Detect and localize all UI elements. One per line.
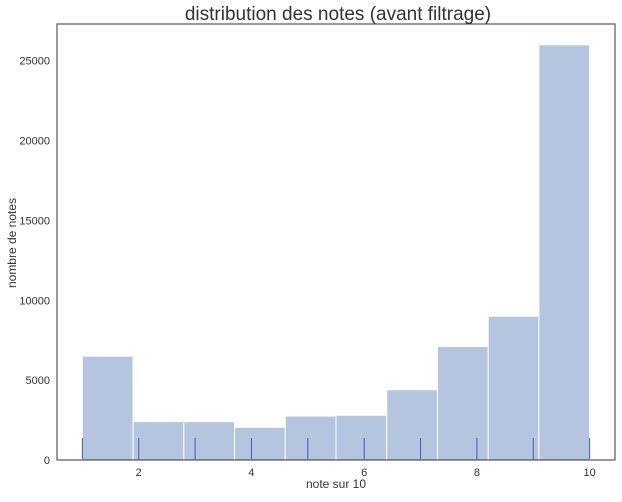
x-tick-label: 6 — [361, 467, 367, 479]
x-ticks-group: 2 4 6 8 10 — [136, 467, 596, 479]
rug-group — [81, 438, 591, 459]
histogram-bar — [132, 421, 185, 461]
histogram-bar — [538, 44, 591, 461]
bars-group — [81, 44, 591, 461]
y-tick-label: 5000 — [26, 375, 50, 387]
histogram-bar — [284, 415, 337, 461]
histogram-bar — [81, 355, 134, 461]
histogram-bar — [386, 389, 438, 461]
histogram-bar — [183, 421, 236, 461]
y-axis-label: nombre de notes — [5, 198, 19, 288]
x-axis-label: note sur 10 — [306, 477, 366, 491]
y-tick-label: 25000 — [19, 56, 50, 68]
x-tick-label: 4 — [248, 467, 254, 479]
histogram-bar — [436, 346, 489, 461]
x-tick-label: 10 — [584, 467, 596, 479]
y-tick-label: 0 — [44, 455, 50, 467]
x-tick-label: 8 — [474, 467, 480, 479]
y-tick-label: 20000 — [19, 136, 50, 148]
plot-frame — [56, 23, 616, 461]
x-tick-label: 2 — [136, 467, 142, 479]
y-ticks-group: 0 5000 10000 15000 20000 25000 — [19, 56, 50, 467]
histogram-bar — [487, 315, 540, 461]
chart-title: distribution des notes (avant filtrage) — [185, 4, 491, 25]
y-tick-label: 10000 — [19, 295, 50, 307]
histogram-bar — [335, 414, 388, 461]
y-tick-label: 15000 — [19, 215, 50, 227]
histogram-bar — [234, 426, 286, 461]
